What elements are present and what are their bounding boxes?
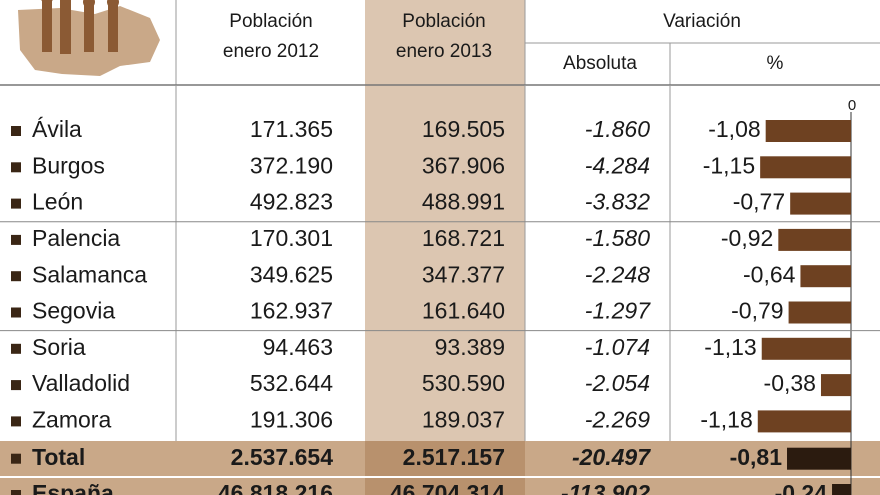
row-marker bbox=[11, 271, 21, 282]
zero-label: 0 bbox=[848, 97, 856, 114]
percent-bar bbox=[787, 447, 851, 470]
percent-label: -1,13 bbox=[704, 334, 756, 360]
population-2013: 169.505 bbox=[422, 116, 505, 142]
population-2012: 532.644 bbox=[250, 370, 333, 396]
population-2013: 367.906 bbox=[422, 152, 505, 178]
row-marker bbox=[11, 234, 21, 245]
population-2012: 191.306 bbox=[250, 406, 333, 432]
percent-label: -1,08 bbox=[708, 116, 760, 142]
absolute-change: -113.902 bbox=[561, 480, 650, 495]
header-label: Población bbox=[402, 11, 485, 32]
percent-bar bbox=[760, 156, 851, 179]
header-label: % bbox=[767, 53, 784, 74]
row-marker bbox=[11, 453, 21, 464]
population-2013: 161.640 bbox=[422, 298, 505, 324]
population-2013: 2.517.157 bbox=[403, 444, 505, 470]
total-band-highlight bbox=[365, 441, 525, 495]
row-marker bbox=[11, 343, 21, 354]
absolute-change: -20.497 bbox=[572, 444, 651, 470]
row-name: Salamanca bbox=[32, 261, 147, 287]
absolute-change: -1.580 bbox=[585, 225, 650, 251]
logo bbox=[18, 0, 160, 76]
row-name: Soria bbox=[32, 334, 86, 360]
row-name: Total bbox=[32, 444, 85, 470]
highlight-column bbox=[365, 0, 525, 495]
percent-bar bbox=[832, 484, 851, 495]
absolute-change: -1.860 bbox=[585, 116, 650, 142]
percent-bar bbox=[820, 374, 851, 397]
header-label: Población bbox=[229, 11, 312, 32]
population-2013: 488.991 bbox=[422, 189, 505, 215]
population-2012: 94.463 bbox=[263, 334, 333, 360]
percent-bar bbox=[790, 192, 851, 215]
absolute-change: -4.284 bbox=[585, 152, 650, 178]
header-label: Variación bbox=[663, 11, 741, 32]
population-2012: 46.818.216 bbox=[218, 480, 333, 495]
absolute-change: -2.248 bbox=[585, 261, 650, 287]
row-name: España bbox=[32, 480, 114, 495]
percent-label: -0,64 bbox=[743, 261, 796, 287]
percent-bar bbox=[788, 301, 851, 324]
population-2012: 170.301 bbox=[250, 225, 333, 251]
absolute-change: -3.832 bbox=[585, 189, 650, 215]
population-2013: 347.377 bbox=[422, 261, 505, 287]
absolute-change: -1.074 bbox=[585, 334, 650, 360]
header-label: enero 2012 bbox=[223, 41, 319, 62]
percent-label: -0,79 bbox=[731, 298, 783, 324]
population-2013: 189.037 bbox=[422, 406, 505, 432]
header-label: enero 2013 bbox=[396, 41, 492, 62]
percent-bar bbox=[778, 228, 851, 251]
percent-bar bbox=[761, 337, 851, 360]
header-label: Absoluta bbox=[563, 53, 637, 74]
row-marker bbox=[11, 380, 21, 391]
population-2013: 93.389 bbox=[435, 334, 505, 360]
population-2012: 2.537.654 bbox=[231, 444, 334, 470]
percent-label: -1,18 bbox=[700, 406, 752, 432]
row-marker bbox=[11, 416, 21, 427]
row-name: Burgos bbox=[32, 152, 105, 178]
row-marker bbox=[11, 490, 21, 495]
population-2013: 530.590 bbox=[422, 370, 505, 396]
percent-label: -0,81 bbox=[730, 444, 783, 470]
row-name: León bbox=[32, 189, 83, 215]
population-2012: 162.937 bbox=[250, 298, 333, 324]
row-marker bbox=[11, 307, 21, 318]
absolute-change: -1.297 bbox=[585, 298, 651, 324]
percent-bar bbox=[765, 120, 851, 142]
population-2012: 492.823 bbox=[250, 189, 333, 215]
row-marker bbox=[11, 126, 21, 136]
absolute-change: -2.054 bbox=[585, 370, 650, 396]
population-2012: 372.190 bbox=[250, 152, 333, 178]
percent-bar bbox=[757, 410, 851, 433]
percent-label: -0,77 bbox=[733, 189, 785, 215]
population-2012: 171.365 bbox=[250, 116, 333, 142]
percent-label: -0,24 bbox=[775, 480, 828, 495]
percent-bar bbox=[800, 265, 851, 288]
population-2012: 349.625 bbox=[250, 261, 333, 287]
row-name: Ávila bbox=[32, 116, 82, 142]
row-marker bbox=[11, 162, 21, 173]
population-2013: 46.704.314 bbox=[390, 480, 505, 495]
percent-label: -0,38 bbox=[764, 370, 816, 396]
absolute-change: -2.269 bbox=[585, 406, 650, 432]
percent-label: -0,92 bbox=[721, 225, 773, 251]
row-marker bbox=[11, 198, 21, 209]
row-name: Valladolid bbox=[32, 370, 130, 396]
row-name: Zamora bbox=[32, 406, 111, 432]
percent-label: -1,15 bbox=[703, 152, 755, 178]
row-name: Palencia bbox=[32, 225, 120, 251]
row-name: Segovia bbox=[32, 298, 115, 324]
population-2013: 168.721 bbox=[422, 225, 505, 251]
